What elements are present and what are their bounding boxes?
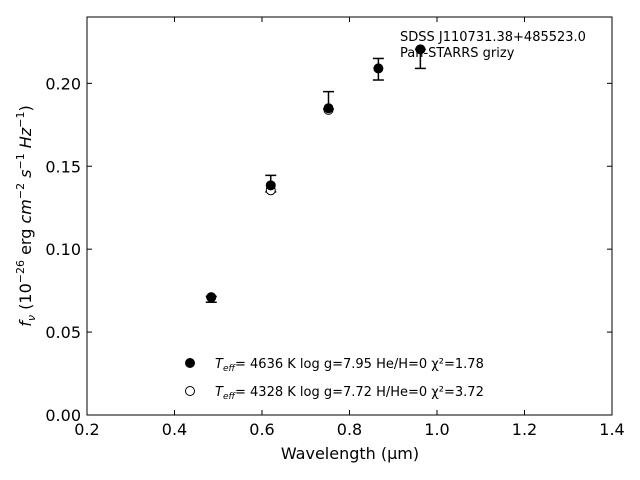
- legend-marker-open: [185, 386, 195, 396]
- x-tick-label-6: 1.4: [599, 420, 624, 439]
- y-label-exp3: −1: [14, 153, 27, 169]
- legend-2-t: T: [215, 385, 224, 400]
- y-label-close: ): [16, 105, 35, 111]
- x-axis-label: Wavelength (μm): [281, 444, 419, 463]
- data-markers: [206, 44, 426, 303]
- model-filled-point-1: [265, 180, 276, 191]
- y-label-exp4: −1: [14, 112, 27, 128]
- x-tick-label-4: 1.0: [424, 420, 449, 439]
- annotation-object-name: SDSS J110731.38+485523.0: [400, 30, 586, 45]
- y-tick-label-0: 0.00: [45, 406, 81, 425]
- legend-2-sub: eff: [223, 392, 237, 402]
- y-label-erg: erg: [16, 224, 35, 260]
- y-label-nu: ν: [25, 315, 38, 321]
- x-tick-label-0: 0.2: [74, 420, 99, 439]
- legend-1-t: T: [215, 357, 224, 372]
- x-tick-labels: 0.2 0.4 0.6 0.8 1.0 1.2 1.4: [74, 420, 624, 439]
- x-tick-label-5: 1.2: [512, 420, 537, 439]
- y-label-f: f: [16, 319, 35, 327]
- annotation-survey: Pan-STARRS grizy: [400, 46, 515, 61]
- model-filled-point-0: [206, 292, 217, 303]
- legend-marker-filled: [185, 358, 195, 368]
- x-tick-label-1: 0.4: [162, 420, 187, 439]
- x-tick-label-2: 0.6: [249, 420, 274, 439]
- model-filled-point-2: [323, 103, 334, 114]
- y-tick-label-2: 0.10: [45, 240, 81, 259]
- legend-1-sub: eff: [223, 364, 237, 374]
- y-label-hz: Hz: [16, 127, 35, 153]
- y-label-cm: cm: [16, 199, 35, 223]
- legend-2-rest: = 4328 K log g=7.72 H/He=0 χ²=3.72: [235, 385, 484, 400]
- legend: Teff= 4636 K log g=7.95 He/H=0 χ²=1.78 T…: [185, 357, 484, 402]
- y-label-open: (10: [16, 283, 35, 315]
- y-tick-labels: 0.00 0.05 0.10 0.15 0.20: [45, 74, 81, 425]
- y-label-s: s: [16, 170, 35, 183]
- legend-1-rest: = 4636 K log g=7.95 He/H=0 χ²=1.78: [235, 357, 484, 372]
- y-tick-label-1: 0.05: [45, 323, 81, 342]
- y-axis-label: fν (10−26 erg cm−2 s−1 Hz−1): [14, 105, 38, 326]
- model-filled-point-3: [373, 63, 384, 74]
- y-label-exp2: −2: [14, 183, 27, 199]
- model-filled-point-4: [415, 44, 426, 55]
- legend-entry-2: Teff= 4328 K log g=7.72 H/He=0 χ²=3.72: [215, 385, 484, 402]
- y-tick-label-3: 0.15: [45, 157, 81, 176]
- y-label-exp1: −26: [14, 260, 27, 283]
- plot-frame: [86, 16, 613, 416]
- legend-entry-1: Teff= 4636 K log g=7.95 He/H=0 χ²=1.78: [215, 357, 484, 374]
- y-tick-label-4: 0.20: [45, 74, 81, 93]
- x-tick-label-3: 0.8: [337, 420, 362, 439]
